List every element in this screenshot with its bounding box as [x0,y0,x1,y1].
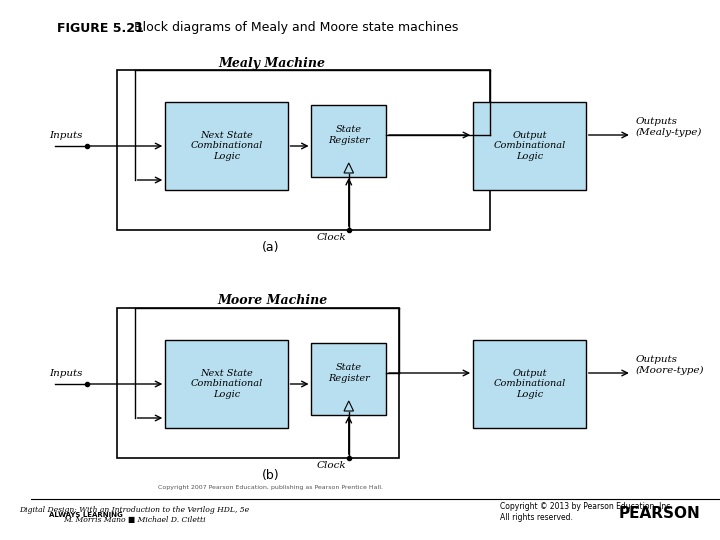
Text: Mealy Machine: Mealy Machine [219,57,325,70]
Text: Digital Design: With an Introduction to the Verilog HDL, 5e
M. Morris Mano ■ Mic: Digital Design: With an Introduction to … [19,507,250,524]
Bar [312,343,386,415]
Text: Next State
Combinational
Logic: Next State Combinational Logic [190,369,263,399]
Text: Moore Machine: Moore Machine [217,294,328,307]
Text: (a): (a) [261,240,279,253]
Bar [473,102,586,190]
Text: Copyright 2007 Pearson Education, publishing as Pearson Prentice Hall.: Copyright 2007 Pearson Education, publis… [158,485,383,490]
Bar [165,340,287,428]
Text: FIGURE 5.21: FIGURE 5.21 [57,22,144,35]
Bar [473,340,586,428]
Text: ALWAYS LEARNING: ALWAYS LEARNING [48,512,122,518]
Text: Block diagrams of Mealy and Moore state machines: Block diagrams of Mealy and Moore state … [122,22,459,35]
Text: State
Register: State Register [328,125,369,145]
Bar [312,105,386,177]
Text: Output
Combinational
Logic: Output Combinational Logic [493,131,566,161]
Text: State
Register: State Register [328,363,369,383]
Text: (b): (b) [261,469,279,482]
Bar [165,102,287,190]
Text: Outputs
(Mealy-type): Outputs (Mealy-type) [636,117,702,137]
Bar [117,308,400,458]
Text: Inputs: Inputs [50,132,83,140]
Text: PEARSON: PEARSON [618,507,701,522]
Text: Output
Combinational
Logic: Output Combinational Logic [493,369,566,399]
Text: Clock: Clock [316,233,346,241]
Text: Next State
Combinational
Logic: Next State Combinational Logic [190,131,263,161]
Text: Inputs: Inputs [50,369,83,379]
Text: Copyright © 2013 by Pearson Education, Inc.
All rights reserved.: Copyright © 2013 by Pearson Education, I… [500,502,672,522]
Bar [117,70,490,230]
Text: Outputs
(Moore-type): Outputs (Moore-type) [636,355,704,375]
Text: Clock: Clock [316,461,346,469]
